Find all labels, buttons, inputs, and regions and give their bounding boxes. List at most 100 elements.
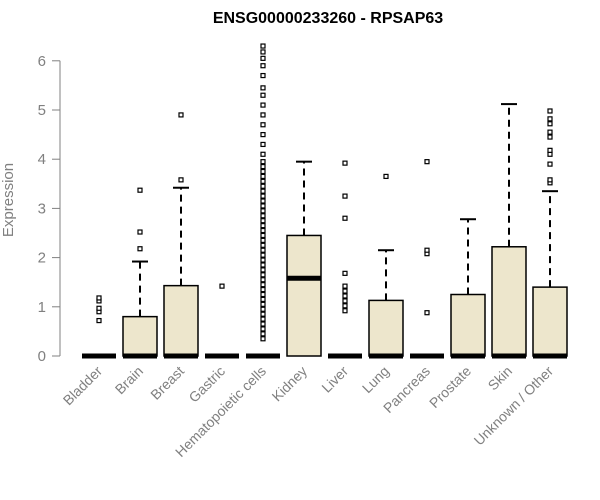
outlier-point (260, 193, 266, 199)
outlier-point (547, 116, 553, 122)
y-tick-label: 6 (38, 53, 46, 70)
box-group (205, 283, 239, 359)
outlier-point (260, 43, 266, 49)
outlier-point (260, 316, 266, 322)
y-tick-label: 1 (38, 299, 46, 316)
outlier-point (260, 208, 266, 214)
outlier-point (260, 286, 266, 293)
outlier-point (260, 173, 266, 180)
outlier-point (342, 270, 348, 276)
outlier-point (219, 283, 225, 289)
outlier-point (260, 227, 266, 234)
box-group (163, 112, 199, 359)
outlier-point (260, 257, 266, 263)
outlier-point (260, 237, 266, 243)
x-category-label: Brain (112, 363, 146, 397)
outlier-point (260, 291, 266, 298)
y-tick-label: 0 (38, 348, 46, 365)
outlier-point (260, 159, 266, 165)
outlier-point (96, 305, 102, 311)
box-rect (368, 299, 404, 357)
box-group (410, 159, 444, 359)
y-tick-label: 5 (38, 102, 46, 119)
box-group (286, 160, 322, 357)
outlier-point (178, 177, 184, 183)
outlier-point (424, 310, 430, 316)
box-group (532, 108, 568, 359)
plot-marks (82, 43, 568, 359)
outlier-point (547, 108, 553, 114)
outlier-point (424, 247, 430, 253)
outlier-point (260, 218, 266, 224)
x-category-label: Breast (147, 363, 187, 403)
outlier-point (137, 229, 143, 235)
outlier-point (260, 252, 266, 258)
outlier-point (260, 198, 266, 204)
x-category-label: Bladder (60, 363, 106, 409)
outlier-point (260, 331, 266, 337)
box-rect (491, 246, 527, 357)
x-category-label: Skin (485, 363, 516, 394)
outlier-point (260, 321, 266, 327)
outlier-point (342, 193, 348, 199)
outlier-point (260, 296, 266, 303)
outlier-point (260, 232, 266, 239)
outlier-point (260, 163, 266, 170)
y-tick-label: 2 (38, 250, 46, 267)
outlier-point (96, 317, 102, 324)
outlier-point (137, 246, 143, 252)
outlier-point (260, 141, 266, 148)
outlier-point (383, 173, 389, 180)
outlier-point (260, 301, 266, 307)
box-group (491, 103, 527, 359)
outlier-point (260, 242, 266, 248)
outlier-point (342, 308, 348, 314)
outlier-point (260, 203, 266, 209)
outlier-point (260, 63, 266, 69)
outlier-point (260, 55, 266, 61)
outlier-point (260, 306, 266, 312)
outlier-point (547, 177, 553, 183)
chart-title: ENSG00000233260 - RPSAP63 (213, 10, 443, 27)
outlier-point (260, 311, 266, 317)
outlier-point (260, 277, 266, 283)
x-category-label: Lung (359, 363, 392, 396)
outlier-point (260, 122, 266, 128)
outlier-point (260, 326, 266, 332)
box-group (82, 295, 116, 359)
outlier-point (342, 283, 348, 289)
outlier-point (260, 282, 266, 288)
box-rect (163, 284, 199, 357)
outlier-point (178, 112, 184, 118)
outlier-point (547, 121, 553, 127)
outlier-point (547, 129, 553, 135)
outlier-point (342, 160, 348, 166)
outlier-point (260, 85, 266, 91)
outlier-point (342, 303, 348, 309)
box-group (450, 218, 486, 359)
outlier-point (260, 213, 266, 219)
y-tick-label: 3 (38, 200, 46, 217)
x-category-label: Liver (318, 363, 351, 396)
outlier-point (260, 247, 266, 253)
y-tick-label: 4 (38, 151, 46, 168)
outlier-point (260, 183, 266, 189)
outlier-point (260, 272, 266, 278)
outlier-point (260, 267, 266, 273)
outlier-point (260, 49, 266, 55)
box-group (246, 43, 280, 359)
y-axis: 0 1 2 3 4 5 6 (38, 53, 61, 365)
outlier-point (260, 151, 266, 157)
box-rect (532, 286, 568, 357)
outlier-point (260, 132, 266, 138)
box-group (328, 160, 362, 359)
outlier-point (260, 72, 266, 79)
outlier-point (260, 188, 266, 194)
outlier-point (96, 295, 102, 301)
box-group (368, 173, 404, 359)
box-group (122, 187, 158, 359)
outlier-point (260, 223, 266, 229)
outlier-point (342, 293, 348, 299)
